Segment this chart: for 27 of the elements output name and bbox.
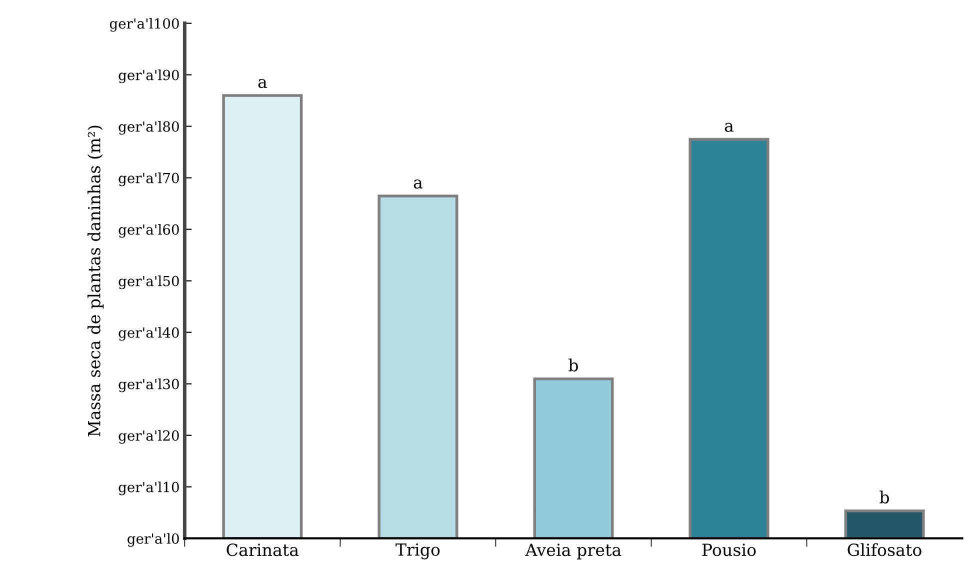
x-tick-label: Aveia preta	[525, 544, 622, 560]
bar	[378, 194, 458, 538]
text: ger'a'l40	[118, 327, 179, 341]
text: ger'a'l50	[118, 276, 179, 290]
text: ger'a'l10	[118, 482, 179, 496]
text: ger'a'l90	[118, 70, 179, 84]
bar	[533, 378, 614, 538]
x-tick-label: Carinata	[226, 544, 299, 556]
y-axis-title: Massa seca de plantas daninhas (m²)	[88, 126, 104, 436]
annotation: a	[258, 78, 267, 88]
x-tick-label: Trigo	[396, 543, 440, 560]
text: ger'a'l60	[118, 224, 179, 238]
text: ger'a'l30	[118, 378, 179, 392]
text: ger'a'l20	[118, 430, 179, 444]
bar	[222, 94, 303, 538]
annotation: b	[880, 490, 890, 504]
text: ger'a'l80	[118, 121, 179, 135]
text: ger'a'l70	[118, 172, 179, 186]
text: ger'a'l0	[128, 533, 179, 547]
bar	[688, 138, 770, 538]
annotation: b	[568, 358, 578, 372]
annotation: a	[414, 179, 422, 189]
x-tick-label: Glifosato	[848, 543, 922, 556]
annotation: a	[724, 122, 734, 132]
x-tick-label: Pousio	[702, 544, 756, 556]
text: ger'a'l100	[110, 18, 179, 32]
bar	[844, 510, 925, 538]
